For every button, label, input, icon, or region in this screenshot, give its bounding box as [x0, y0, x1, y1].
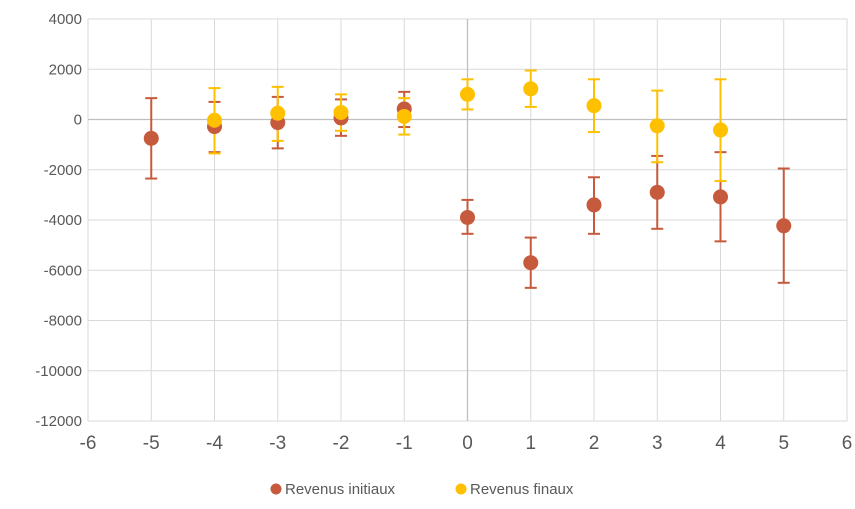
data-point — [460, 86, 475, 102]
y-tick-label: -6000 — [44, 262, 82, 279]
y-tick-label: 0 — [74, 112, 82, 129]
data-point — [649, 118, 665, 134]
data-point — [713, 122, 728, 138]
x-tick-label: 5 — [778, 433, 789, 454]
data-point — [586, 197, 602, 213]
x-tick-label: 6 — [842, 433, 853, 454]
x-tick-label: -3 — [269, 433, 286, 454]
legend-marker — [270, 483, 282, 495]
legend-marker — [455, 483, 467, 495]
legend: Revenus initiaux Revenus finaux — [270, 481, 574, 498]
x-tick-label: 0 — [462, 433, 473, 454]
x-tick-label: -2 — [333, 433, 350, 454]
data-point — [523, 81, 539, 97]
x-tick-label: 4 — [715, 433, 726, 454]
data-point — [333, 104, 349, 120]
x-tick-label: 3 — [652, 433, 663, 454]
x-tick-label: -4 — [206, 433, 223, 454]
data-points — [143, 81, 792, 271]
legend-label: Revenus finaux — [470, 481, 574, 498]
data-point — [207, 112, 222, 128]
data-point — [523, 255, 539, 271]
x-tick-label: -6 — [80, 433, 97, 454]
x-tick-label: 1 — [525, 433, 536, 454]
data-point — [396, 108, 412, 124]
x-tick-labels: -6 -5 -4 -3 -2 -1 0 1 2 3 4 5 6 — [80, 433, 853, 454]
y-tick-label: -8000 — [44, 313, 82, 330]
x-tick-label: -5 — [143, 433, 160, 454]
x-tick-label: -1 — [396, 433, 413, 454]
data-point — [460, 209, 475, 225]
data-point — [586, 98, 602, 114]
y-tick-labels: 4000 2000 0 -2000 -4000 -6000 -8000 -10000 -1200… — [35, 11, 82, 430]
data-point — [776, 218, 792, 234]
y-tick-label: -4000 — [44, 212, 82, 229]
y-tick-label: -2000 — [44, 162, 82, 179]
y-tick-label: 2000 — [49, 61, 82, 78]
y-tick-label: 4000 — [49, 11, 82, 28]
data-point — [713, 189, 728, 205]
data-point — [649, 184, 665, 200]
y-tick-label: -10000 — [35, 363, 82, 380]
data-point — [270, 105, 286, 121]
x-tick-label: 2 — [589, 433, 600, 454]
y-tick-label: -12000 — [35, 413, 82, 430]
data-point — [143, 130, 159, 146]
legend-label: Revenus initiaux — [285, 481, 396, 498]
